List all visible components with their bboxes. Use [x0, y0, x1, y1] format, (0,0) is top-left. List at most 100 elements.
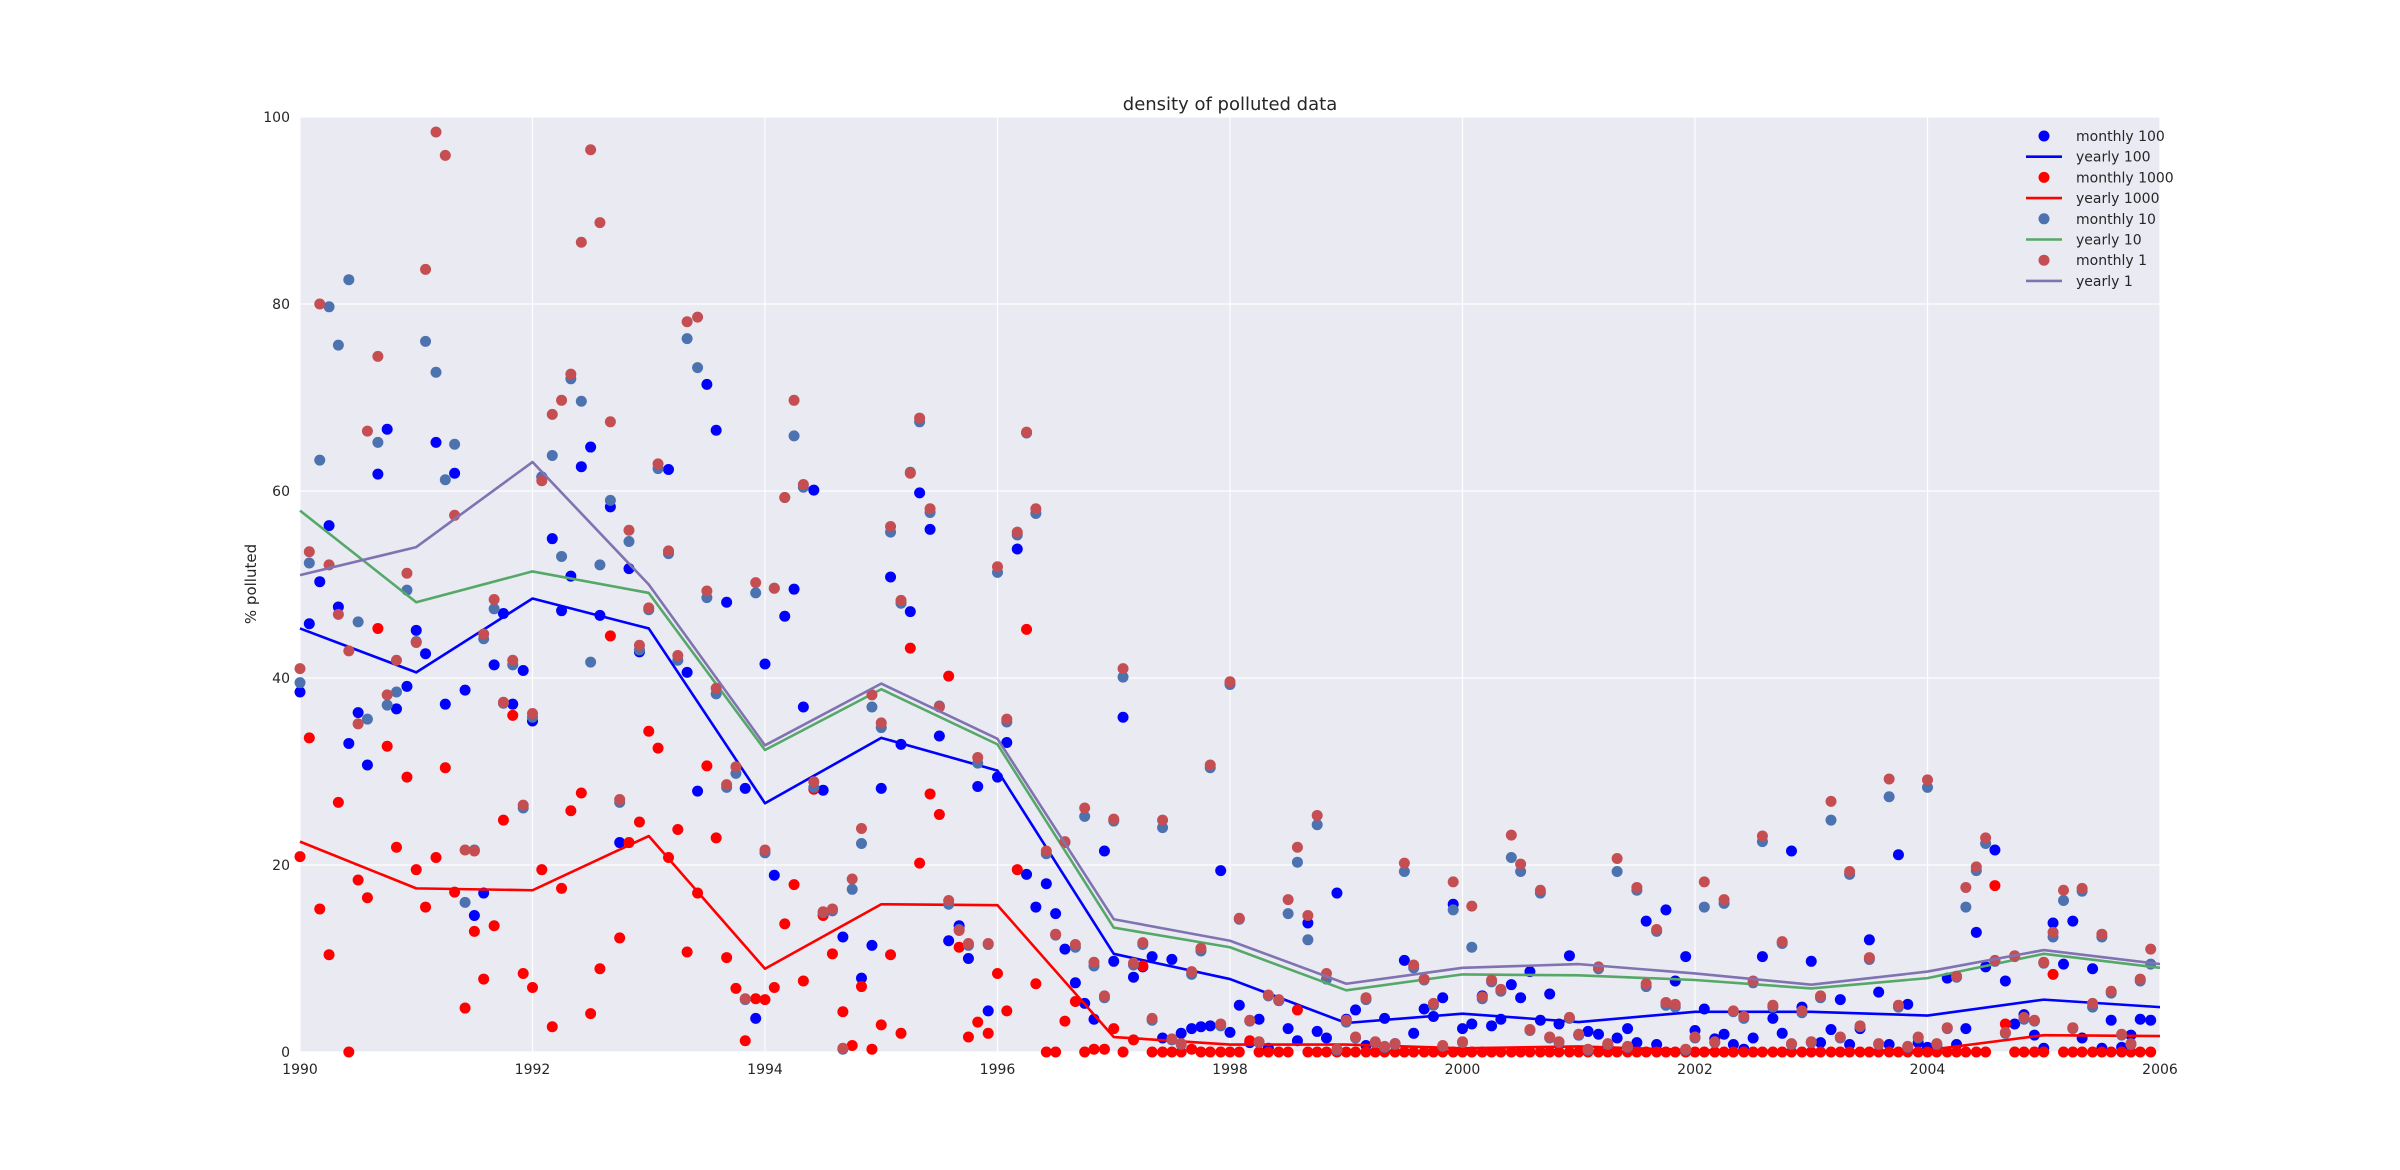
point-monthly-1: [1166, 1033, 1178, 1045]
point-monthly-10: [750, 587, 762, 599]
point-monthly-1000: [2087, 1046, 2099, 1058]
point-monthly-1000: [420, 901, 432, 913]
point-monthly-10: [556, 550, 568, 562]
point-monthly-1: [1204, 759, 1216, 771]
point-monthly-1000: [410, 864, 422, 876]
point-monthly-1000: [1204, 1046, 1216, 1058]
point-monthly-1: [1495, 983, 1507, 995]
point-monthly-1: [1505, 829, 1517, 841]
y-tick-label: 100: [263, 110, 290, 126]
point-monthly-10: [449, 438, 461, 450]
point-monthly-100: [914, 487, 926, 499]
legend-item-yearly-1: yearly 1: [2026, 274, 2133, 290]
series-monthly-1: [294, 126, 2157, 1055]
point-monthly-100: [1311, 1025, 1323, 1037]
point-monthly-10: [352, 616, 364, 628]
point-monthly-1: [1844, 866, 1856, 878]
point-monthly-1: [1931, 1038, 1943, 1050]
point-monthly-1: [1834, 1031, 1846, 1043]
point-monthly-100: [410, 624, 422, 636]
line-yearly-1: [299, 460, 2161, 986]
point-monthly-1000: [401, 771, 413, 783]
point-monthly-1: [1796, 1005, 1808, 1017]
point-monthly-1: [846, 873, 858, 885]
point-monthly-1000: [1117, 1046, 1129, 1058]
point-monthly-1000: [904, 642, 916, 654]
point-monthly-1000: [1088, 1043, 1100, 1055]
point-monthly-1: [1534, 884, 1546, 896]
point-monthly-1: [497, 696, 509, 708]
x-tick-label: 2004: [1910, 1062, 1946, 1078]
point-monthly-1: [1369, 1036, 1381, 1048]
point-monthly-100: [885, 571, 897, 583]
point-monthly-1000: [323, 949, 335, 961]
point-monthly-1: [2125, 1038, 2137, 1050]
point-monthly-1000: [855, 981, 867, 993]
point-monthly-1: [1331, 1043, 1343, 1055]
point-monthly-10: [546, 449, 558, 461]
point-monthly-100: [943, 935, 955, 947]
point-monthly-1000: [1369, 1046, 1381, 1058]
point-monthly-1000: [497, 814, 509, 826]
point-monthly-1: [1215, 1018, 1227, 1030]
point-monthly-1: [556, 394, 568, 406]
point-monthly-1: [972, 751, 984, 763]
y-tick-label: 0: [281, 1045, 290, 1061]
point-monthly-1: [1311, 809, 1323, 821]
point-monthly-1000: [2076, 1046, 2088, 1058]
point-monthly-1000: [430, 852, 442, 864]
point-monthly-10: [372, 436, 384, 448]
point-monthly-1: [372, 350, 384, 362]
point-monthly-1: [439, 149, 451, 161]
point-monthly-1000: [1698, 1046, 1710, 1058]
point-monthly-1: [1079, 802, 1091, 814]
point-monthly-100: [797, 701, 809, 713]
point-monthly-1: [895, 594, 907, 606]
point-monthly-1: [2038, 956, 2050, 968]
point-monthly-1000: [1999, 1018, 2011, 1030]
legend-label: yearly 1: [2076, 274, 2133, 290]
point-monthly-100: [361, 759, 373, 771]
point-monthly-100: [837, 931, 849, 943]
point-monthly-10: [692, 362, 704, 374]
point-monthly-10: [488, 603, 500, 615]
x-tick-label: 1996: [980, 1062, 1016, 1078]
point-monthly-100: [1108, 955, 1120, 967]
point-monthly-1: [633, 639, 645, 651]
point-monthly-1000: [837, 1006, 849, 1018]
point-monthly-100: [759, 658, 771, 670]
point-monthly-100: [2009, 1018, 2021, 1030]
point-monthly-1: [808, 776, 820, 788]
point-monthly-10: [623, 535, 635, 547]
point-monthly-1: [1563, 1011, 1575, 1023]
point-monthly-100: [1059, 943, 1071, 955]
point-monthly-1: [594, 217, 606, 229]
point-monthly-1000: [1262, 1046, 1274, 1058]
point-monthly-1000: [314, 903, 326, 915]
point-monthly-100: [1611, 1032, 1623, 1044]
y-axis-label: % polluted: [242, 544, 260, 624]
point-monthly-1: [1001, 713, 1013, 725]
point-monthly-100: [817, 784, 829, 796]
point-monthly-1000: [478, 973, 490, 985]
point-monthly-1000: [1418, 1046, 1430, 1058]
point-monthly-1: [1030, 503, 1042, 515]
point-monthly-1: [361, 425, 373, 437]
line-yearly-1000: [299, 834, 2161, 1053]
point-monthly-100: [1640, 915, 1652, 927]
point-monthly-1000: [361, 892, 373, 904]
point-monthly-100: [2134, 1013, 2146, 1025]
point-monthly-100: [2058, 958, 2070, 970]
point-monthly-1000: [488, 920, 500, 932]
point-monthly-1: [710, 682, 722, 694]
point-monthly-1000: [1302, 1046, 1314, 1058]
point-monthly-1: [1437, 1039, 1449, 1051]
point-monthly-1: [1941, 1022, 1953, 1034]
point-monthly-1: [1611, 852, 1623, 864]
point-monthly-100: [323, 520, 335, 532]
point-monthly-1000: [1021, 623, 1033, 635]
x-tick-label: 1998: [1212, 1062, 1248, 1078]
point-monthly-1: [866, 689, 878, 701]
point-monthly-1: [1379, 1040, 1391, 1052]
point-monthly-1: [1291, 841, 1303, 853]
